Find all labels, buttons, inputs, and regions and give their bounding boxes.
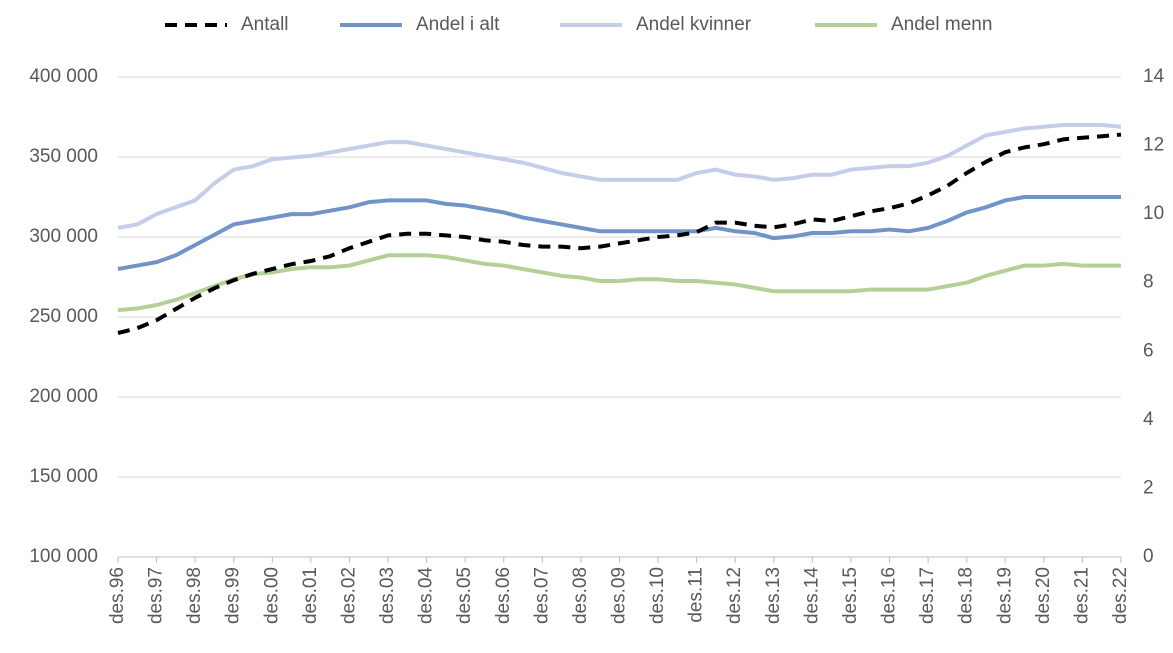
- y2-tick-label: 10: [1143, 203, 1164, 224]
- x-tick-label: des.16: [879, 567, 900, 624]
- legend-label: Andel menn: [891, 14, 992, 35]
- x-tick-label: des.96: [107, 567, 128, 624]
- legend-label: Antall: [241, 14, 289, 35]
- y-tick-label: 100 000: [29, 546, 98, 567]
- x-tick-label: des.07: [531, 567, 552, 624]
- line-series: [117, 195, 1121, 271]
- x-tick-label: des.97: [146, 567, 167, 624]
- x-tick-label: des.21: [1071, 567, 1092, 624]
- x-tick-label: des.17: [917, 567, 938, 624]
- x-tick-label: des.18: [956, 567, 977, 624]
- x-tick-label: des.09: [609, 567, 630, 624]
- y-tick-label: 150 000: [29, 466, 98, 487]
- y2-tick-label: 2: [1143, 477, 1154, 498]
- x-tick-label: des.22: [1110, 567, 1131, 624]
- x-tick-label: des.12: [724, 567, 745, 624]
- x-tick-label: des.02: [338, 567, 359, 624]
- line-series: [117, 132, 1122, 335]
- y-tick-label: 200 000: [29, 386, 98, 407]
- y2-tick-label: 12: [1143, 135, 1164, 156]
- line-series: [117, 123, 1122, 230]
- x-tick-label: des.01: [300, 567, 321, 624]
- x-tick-label: des.00: [261, 567, 282, 624]
- x-tick-label: des.15: [840, 567, 861, 624]
- x-tick-label: des.20: [1033, 567, 1054, 624]
- x-tick-label: des.10: [647, 567, 668, 624]
- x-tick-label: des.13: [763, 567, 784, 624]
- legend-label: Andel kvinner: [636, 14, 752, 35]
- x-tick-label: des.03: [377, 567, 398, 624]
- y-tick-label: 350 000: [29, 146, 98, 167]
- x-tick-label: des.08: [570, 567, 591, 624]
- x-tick-label: des.99: [223, 567, 244, 624]
- x-tick-label: des.05: [454, 567, 475, 624]
- y2-tick-label: 6: [1143, 340, 1154, 361]
- y2-tick-label: 4: [1143, 409, 1154, 430]
- y-tick-label: 400 000: [29, 66, 98, 87]
- y2-tick-label: 14: [1143, 66, 1165, 87]
- x-tick-label: des.19: [994, 567, 1015, 624]
- x-tick-label: des.04: [416, 567, 437, 624]
- x-tick-label: des.11: [686, 567, 707, 623]
- x-tick-label: des.06: [493, 567, 514, 624]
- line-series: [117, 253, 1121, 313]
- y-tick-label: 300 000: [29, 226, 98, 247]
- y-tick-label: 250 000: [29, 306, 98, 327]
- y2-tick-label: 8: [1143, 272, 1154, 293]
- x-tick-label: des.14: [801, 567, 822, 624]
- x-tick-label: des.98: [184, 567, 205, 624]
- legend-label: Andel i alt: [416, 14, 500, 35]
- y2-tick-label: 0: [1143, 546, 1154, 567]
